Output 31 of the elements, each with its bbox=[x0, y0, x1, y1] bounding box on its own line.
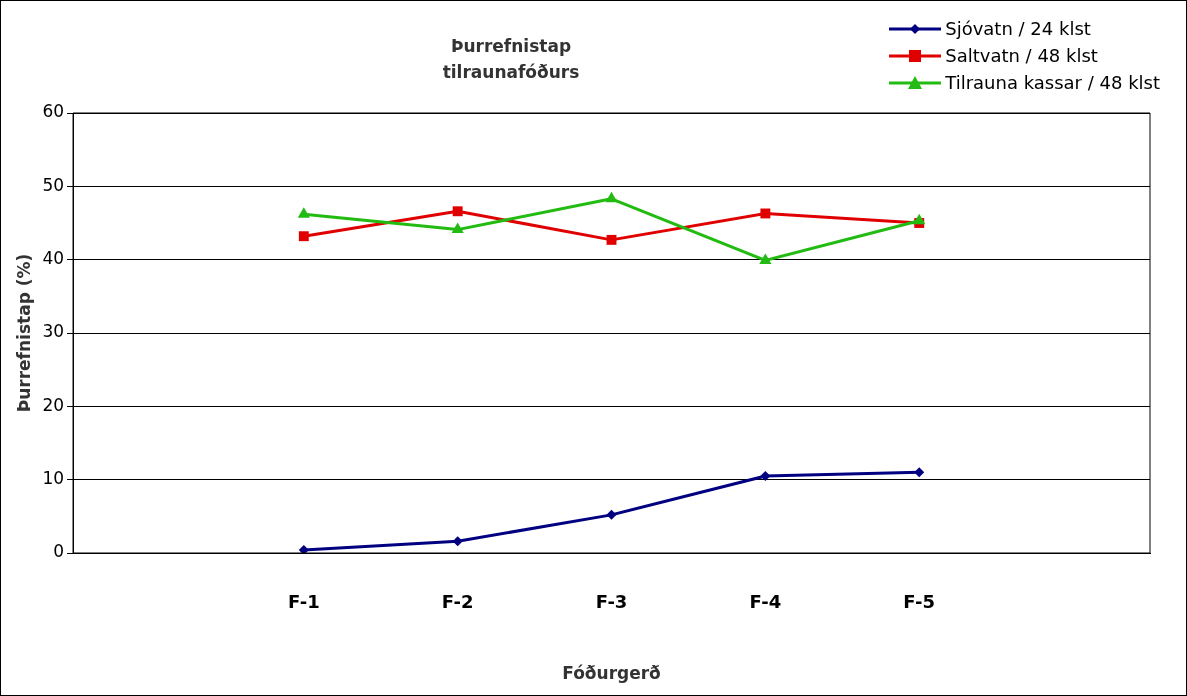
point bbox=[914, 467, 925, 478]
y-tick-label: 10 bbox=[42, 468, 65, 489]
point bbox=[451, 222, 464, 234]
y-tick-label: 50 bbox=[42, 174, 65, 195]
legend-label: Sjóvatn / 24 klst bbox=[945, 18, 1091, 39]
x-tick-label: F-4 bbox=[749, 591, 782, 613]
point bbox=[913, 213, 926, 225]
y-tick-label: 30 bbox=[42, 321, 65, 342]
x-tick-label: F-5 bbox=[903, 591, 936, 613]
point bbox=[297, 207, 310, 218]
point bbox=[452, 206, 463, 217]
legend-label: Tilrauna kassar / 48 klst bbox=[945, 72, 1160, 93]
point bbox=[298, 231, 309, 242]
legend-label: Saltvatn / 48 klst bbox=[945, 45, 1098, 66]
point bbox=[606, 234, 617, 245]
point bbox=[606, 509, 617, 520]
chart-title: Þurrefnistap tilraunafóðurs bbox=[441, 35, 581, 84]
x-tick-label: F-2 bbox=[441, 591, 474, 613]
y-axis-title: Þurrefnistap (%) bbox=[13, 253, 34, 413]
y-tick-label: 20 bbox=[42, 394, 65, 415]
x-tick-label: F-3 bbox=[595, 591, 628, 613]
point bbox=[760, 471, 771, 481]
x-axis-title: Fóðurgerð bbox=[562, 663, 661, 684]
x-tick-label: F-1 bbox=[287, 591, 320, 613]
y-tick-label: 0 bbox=[53, 541, 65, 562]
y-tick-label: 40 bbox=[42, 248, 65, 269]
y-tick-label: 60 bbox=[42, 101, 65, 122]
point bbox=[298, 545, 309, 553]
point bbox=[759, 253, 772, 264]
point bbox=[760, 208, 771, 219]
point bbox=[605, 191, 618, 203]
